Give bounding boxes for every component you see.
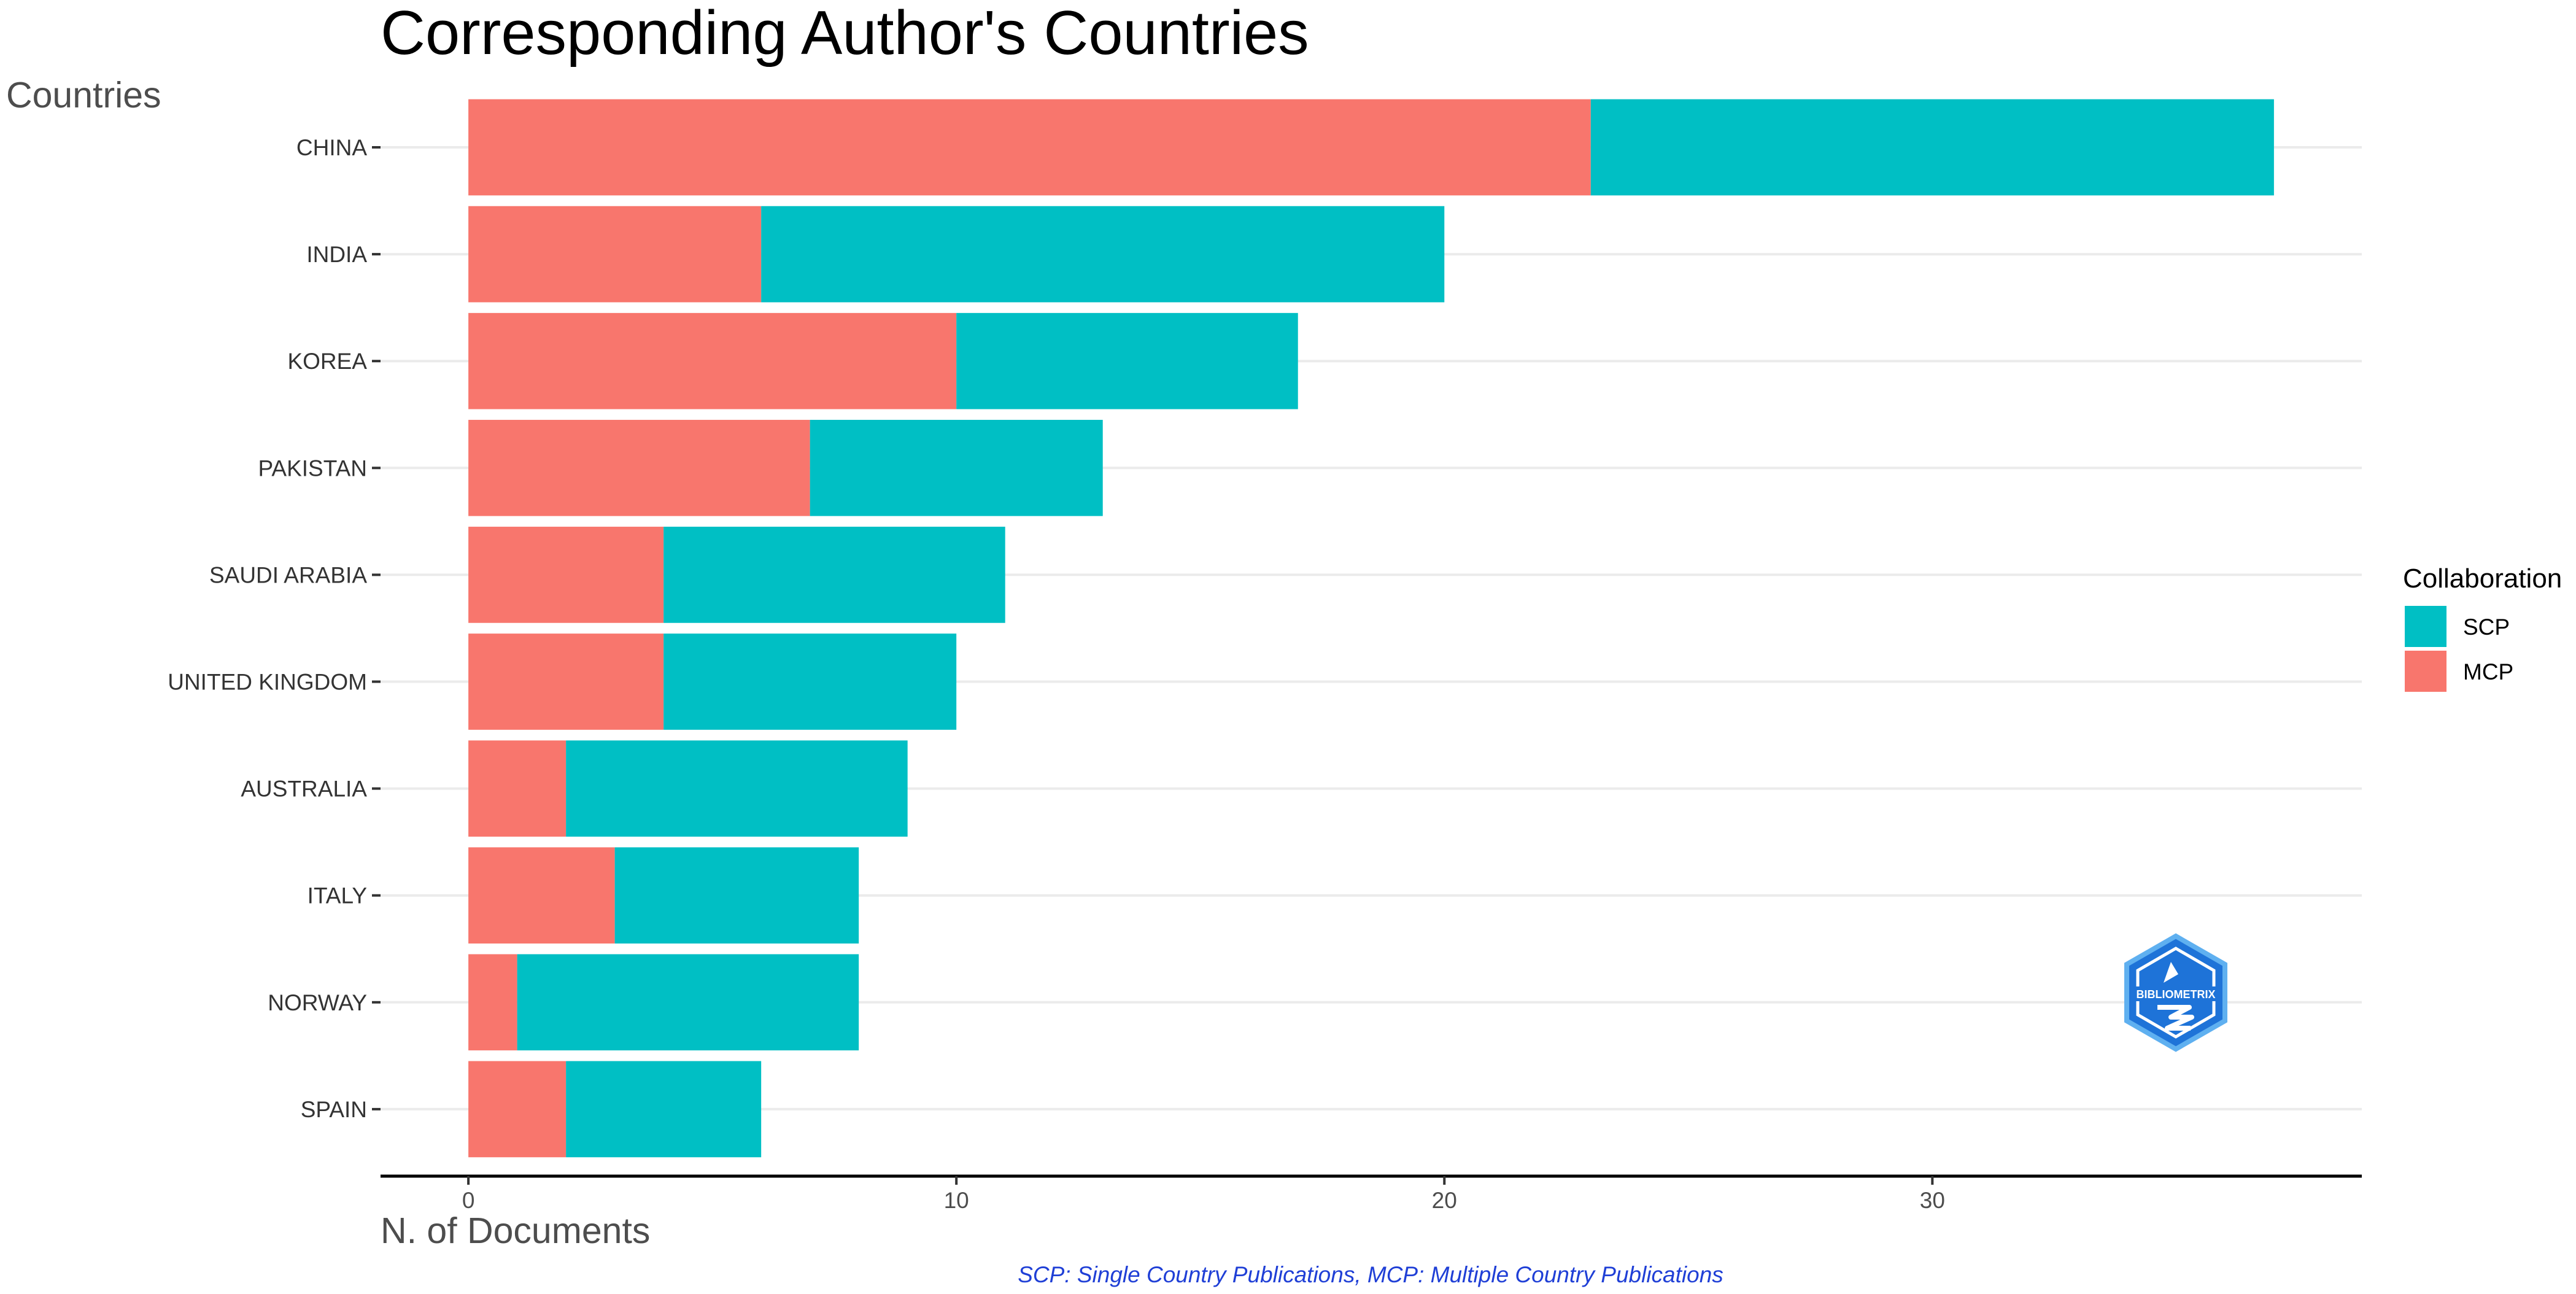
category-label: INDIA [306,242,367,267]
bar-scp-korea [956,312,1298,409]
category-labels: CHINA INDIA KOREA PAKISTAN SAUDI ARABIA UNITE… [168,135,381,1122]
bar-mcp-pakistan [468,419,810,516]
category-label: ITALY [307,883,367,909]
bar-mcp-spain [468,1061,567,1158]
category-label: AUSTRALIA [241,777,367,802]
bar-scp-china [1590,99,2274,196]
bar-mcp-italy [468,847,615,944]
x-tick-label: 20 [1432,1188,1457,1213]
bar-scp-pakistan [810,419,1103,516]
x-axis: 0 10 20 30 [381,1174,2362,1213]
bar-mcp-saudi-arabia [468,527,664,623]
category-label: NORWAY [268,990,367,1015]
category-label: SAUDI ARABIA [209,562,367,587]
legend-swatch-mcp [2405,651,2446,692]
bar-mcp-australia [468,740,567,837]
logo-text: BIBLIOMETRIX [2137,988,2216,1001]
bar-mcp-united-kingdom [468,633,664,730]
bar-mcp-china [468,99,1591,196]
legend: Collaboration SCP MCP [2403,564,2562,692]
bar-scp-australia [566,740,908,837]
category-label: UNITED KINGDOM [168,670,367,695]
chart-caption: SCP: Single Country Publications, MCP: M… [1018,1262,1723,1287]
x-tick-label: 0 [462,1188,475,1213]
bar-scp-saudi-arabia [663,527,1005,623]
x-tick-label: 10 [944,1188,969,1213]
bibliometrix-logo-icon: BIBLIOMETRIX [2124,933,2227,1052]
bar-mcp-korea [468,312,957,409]
chart-title: Corresponding Author's Countries [381,0,1309,68]
bar-mcp-india [468,206,762,303]
x-axis-title: N. of Documents [381,1211,650,1251]
bar-scp-india [761,206,1445,303]
bar-scp-italy [614,847,859,944]
bars [468,99,2274,1158]
bar-mcp-norway [468,954,517,1051]
category-label: SPAIN [301,1097,367,1122]
bar-scp-united-kingdom [663,633,957,730]
bar-scp-norway [517,954,859,1051]
legend-label-mcp: MCP [2463,659,2513,684]
bar-scp-spain [566,1061,762,1158]
y-axis-title: Countries [6,75,161,115]
category-label: PAKISTAN [258,455,367,481]
legend-label-scp: SCP [2463,614,2510,640]
legend-title: Collaboration [2403,564,2562,594]
x-tick-label: 30 [1920,1188,1945,1213]
category-label: KOREA [287,349,367,374]
category-label: CHINA [296,135,367,160]
legend-swatch-scp [2405,606,2446,647]
